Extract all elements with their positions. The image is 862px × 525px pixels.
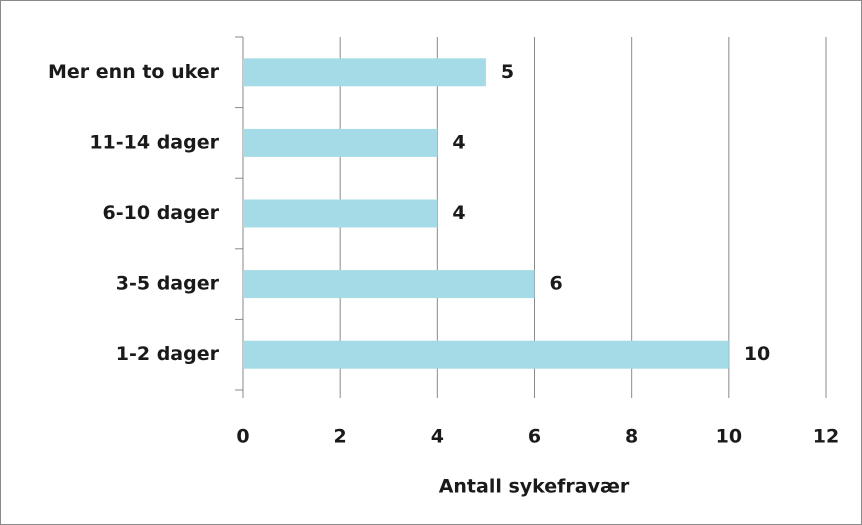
x-tick-label: 0 bbox=[236, 426, 249, 448]
bar bbox=[243, 340, 729, 369]
y-tick-label: 3-5 dager bbox=[116, 273, 220, 295]
x-tick-label: 4 bbox=[431, 426, 444, 448]
x-axis-label: Antall sykefravær bbox=[439, 476, 630, 498]
data-label: 4 bbox=[452, 131, 465, 153]
x-tick-label: 2 bbox=[334, 426, 347, 448]
bar bbox=[243, 128, 438, 157]
data-label: 5 bbox=[501, 61, 514, 83]
y-tick-label: 6-10 dager bbox=[103, 202, 220, 224]
data-label: 10 bbox=[744, 343, 770, 365]
x-tick-label: 12 bbox=[813, 426, 839, 448]
y-tick-label: 11-14 dager bbox=[89, 131, 219, 153]
x-tick-label: 8 bbox=[625, 426, 638, 448]
data-label: 4 bbox=[452, 202, 465, 224]
x-tick-label: 10 bbox=[716, 426, 742, 448]
bar bbox=[243, 199, 438, 228]
bar bbox=[243, 58, 486, 87]
x-tick-label: 6 bbox=[528, 426, 541, 448]
data-label: 6 bbox=[550, 273, 563, 295]
bar bbox=[243, 270, 535, 299]
y-tick-label: Mer enn to uker bbox=[48, 61, 220, 83]
y-tick-label: 1-2 dager bbox=[116, 343, 220, 365]
